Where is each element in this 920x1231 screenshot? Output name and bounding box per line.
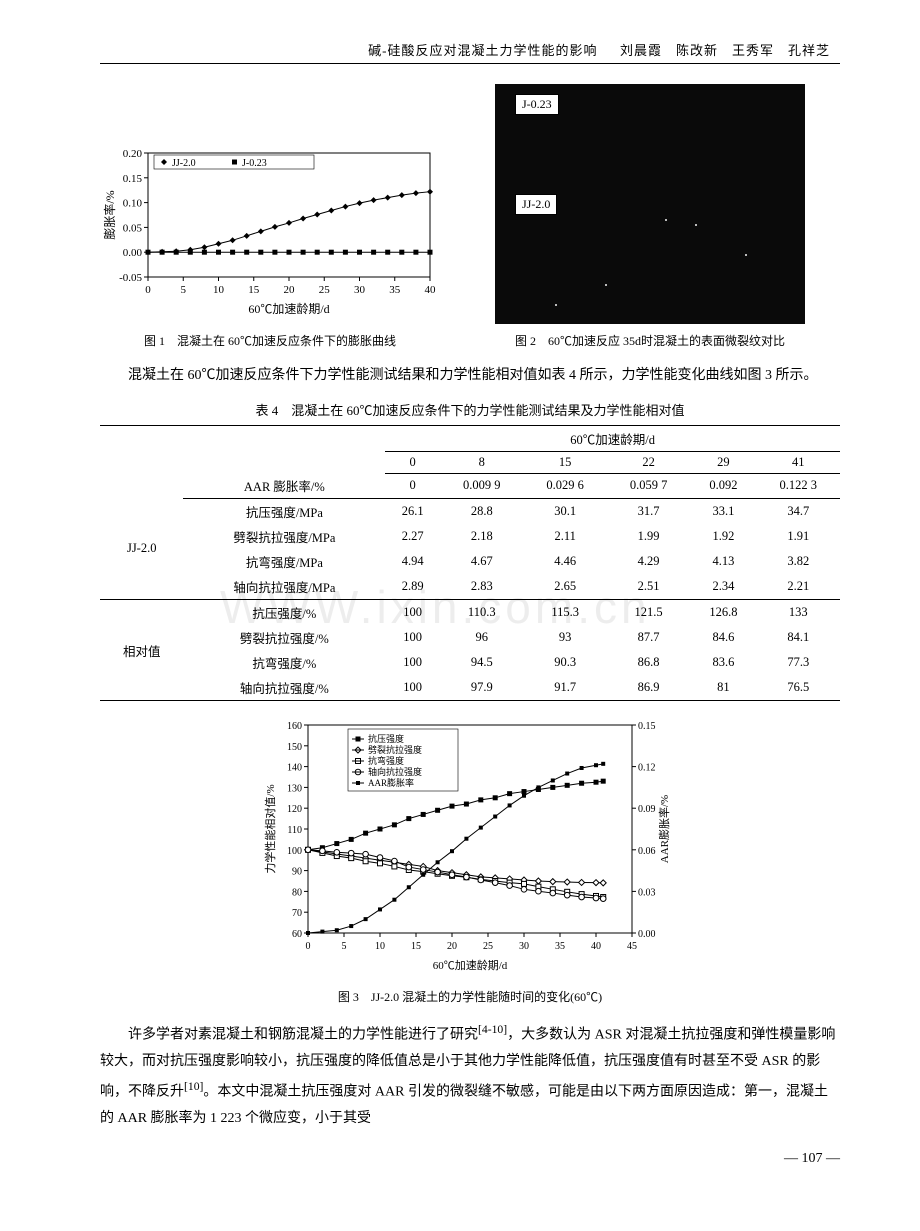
svg-text:60℃加速龄期/d: 60℃加速龄期/d — [248, 302, 329, 316]
fig1-caption: 图 1 混凝土在 60℃加速反应条件下的膨胀曲线 — [100, 332, 440, 349]
svg-text:20: 20 — [284, 284, 296, 296]
running-header: 碱-硅酸反应对混凝土力学性能的影响 刘晨霞 陈改新 王秀军 孔祥芝 — [100, 40, 840, 59]
figure-1: -0.05 0.00 0.05 0.10 0.15 0.20 0 5 10 15 20 25 30 35 4… — [100, 129, 440, 349]
paragraph-2: 许多学者对素混凝土和钢筋混凝土的力学性能进行了研究[4-10]，大多数认为 AS… — [100, 1019, 840, 1133]
svg-text:20: 20 — [447, 941, 457, 952]
svg-text:140: 140 — [287, 763, 302, 774]
paper-authors: 刘晨霞 陈改新 王秀军 孔祥芝 — [620, 43, 830, 58]
svg-text:10: 10 — [213, 284, 225, 296]
svg-text:AAR膨胀率/%: AAR膨胀率/% — [657, 795, 671, 863]
svg-text:130: 130 — [287, 783, 302, 794]
svg-text:100: 100 — [287, 846, 302, 857]
svg-text:0.03: 0.03 — [638, 887, 656, 898]
svg-text:0.15: 0.15 — [123, 173, 143, 185]
svg-text:30: 30 — [354, 284, 366, 296]
figure-2: J-0.23 JJ-2.0 图 2 60℃加速反应 35d时混凝土的表面微裂纹对比 — [460, 84, 840, 349]
paragraph-1: 混凝土在 60℃加速反应条件下力学性能测试结果和力学性能相对值如表 4 所示，力… — [100, 363, 840, 390]
svg-text:40: 40 — [591, 941, 601, 952]
svg-text:150: 150 — [287, 742, 302, 753]
svg-text:抗弯强度: 抗弯强度 — [368, 755, 404, 766]
svg-text:45: 45 — [627, 941, 637, 952]
paper-title: 碱-硅酸反应对混凝土力学性能的影响 — [368, 43, 597, 58]
table-4: 60℃加速龄期/d0815222941AAR 膨胀率/%00.009 90.02… — [100, 425, 840, 702]
fig2-photo: J-0.23 JJ-2.0 — [495, 84, 805, 324]
svg-text:25: 25 — [483, 941, 493, 952]
svg-text:15: 15 — [411, 941, 421, 952]
header-rule — [100, 63, 840, 64]
svg-text:抗压强度: 抗压强度 — [368, 733, 404, 744]
svg-text:15: 15 — [248, 284, 260, 296]
svg-text:30: 30 — [519, 941, 529, 952]
svg-text:0.00: 0.00 — [638, 929, 656, 940]
svg-text:60: 60 — [292, 929, 302, 940]
svg-text:160: 160 — [287, 721, 302, 732]
page-number: — 107 — — [100, 1151, 840, 1167]
svg-text:0.00: 0.00 — [123, 247, 143, 259]
svg-text:35: 35 — [389, 284, 401, 296]
table4-caption: 表 4 混凝土在 60℃加速反应条件下的力学性能测试结果及力学性能相对值 — [100, 400, 840, 419]
svg-text:0.10: 0.10 — [123, 198, 143, 210]
svg-text:70: 70 — [292, 908, 302, 919]
svg-text:80: 80 — [292, 887, 302, 898]
svg-text:60℃加速龄期/d: 60℃加速龄期/d — [433, 958, 508, 972]
svg-text:5: 5 — [181, 284, 187, 296]
svg-text:J-0.23: J-0.23 — [242, 158, 267, 169]
svg-text:劈裂抗拉强度: 劈裂抗拉强度 — [368, 744, 422, 755]
svg-text:10: 10 — [375, 941, 385, 952]
svg-text:110: 110 — [287, 825, 302, 836]
svg-text:0.20: 0.20 — [123, 148, 143, 160]
svg-text:5: 5 — [342, 941, 347, 952]
svg-text:AAR膨胀率: AAR膨胀率 — [368, 777, 414, 788]
svg-text:0: 0 — [306, 941, 311, 952]
svg-text:JJ-2.0: JJ-2.0 — [172, 158, 196, 169]
svg-text:120: 120 — [287, 804, 302, 815]
photo-label: J-0.23 — [515, 94, 559, 115]
svg-text:膨胀率/%: 膨胀率/% — [102, 190, 117, 239]
svg-text:90: 90 — [292, 867, 302, 878]
svg-text:0.09: 0.09 — [638, 804, 656, 815]
svg-text:0.06: 0.06 — [638, 846, 656, 857]
figure-3: 607080901001101201301401501600.000.030.0… — [260, 715, 680, 1005]
svg-text:-0.05: -0.05 — [119, 272, 142, 284]
svg-text:35: 35 — [555, 941, 565, 952]
svg-text:0.05: 0.05 — [123, 222, 143, 234]
svg-text:0: 0 — [145, 284, 151, 296]
svg-text:力学性能相对值/%: 力学性能相对值/% — [263, 784, 277, 873]
fig3-caption: 图 3 JJ-2.0 混凝土的力学性能随时间的变化(60℃) — [260, 988, 680, 1005]
svg-text:轴向抗拉强度: 轴向抗拉强度 — [368, 766, 422, 777]
svg-text:0.15: 0.15 — [638, 721, 656, 732]
photo-label: JJ-2.0 — [515, 194, 557, 215]
svg-text:25: 25 — [319, 284, 331, 296]
fig2-caption: 图 2 60℃加速反应 35d时混凝土的表面微裂纹对比 — [460, 332, 840, 349]
svg-text:40: 40 — [425, 284, 437, 296]
svg-text:0.12: 0.12 — [638, 763, 656, 774]
